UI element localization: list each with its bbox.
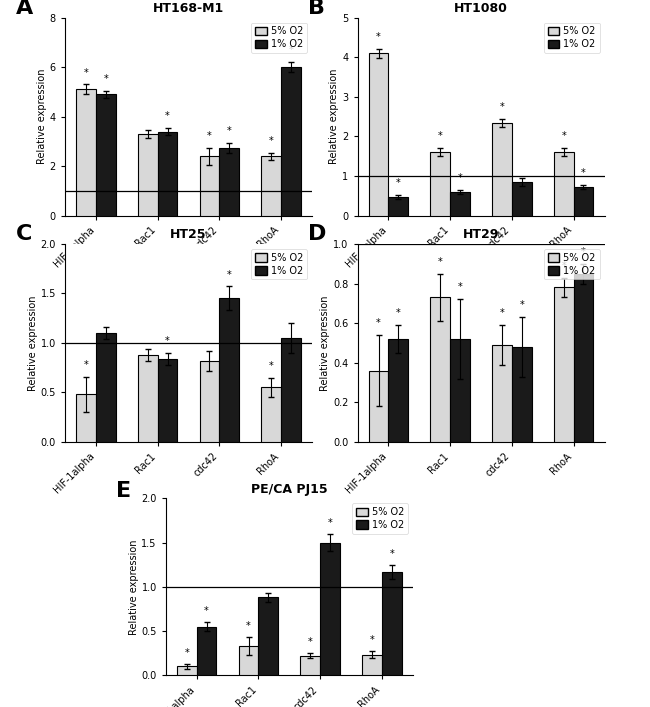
Bar [200,361,219,442]
Text: *: * [396,308,400,318]
Legend: 5% O2, 1% O2: 5% O2, 1% O2 [544,249,600,279]
Bar [138,134,158,216]
Bar [259,597,278,675]
Bar [430,152,450,216]
Bar [261,387,281,442]
Bar [281,67,301,216]
Text: *: * [562,261,566,271]
Text: *: * [269,136,274,146]
Y-axis label: Relative expression: Relative expression [129,539,138,635]
Text: *: * [438,132,443,141]
Legend: 5% O2, 1% O2: 5% O2, 1% O2 [352,503,408,534]
Bar [76,395,96,442]
Legend: 5% O2, 1% O2: 5% O2, 1% O2 [252,23,307,53]
Text: *: * [84,68,88,78]
Text: *: * [84,360,88,370]
Text: *: * [519,300,524,310]
Text: *: * [581,168,586,178]
Text: *: * [396,177,400,188]
Legend: 5% O2, 1% O2: 5% O2, 1% O2 [544,23,600,53]
Text: *: * [103,74,108,83]
Bar [281,338,301,442]
Text: *: * [389,549,394,559]
Bar [430,298,450,442]
Bar [554,288,573,442]
Title: HT168-M1: HT168-M1 [153,2,224,15]
Title: HT1080: HT1080 [454,2,508,15]
Bar [512,347,532,442]
Bar [382,572,402,675]
Text: *: * [328,518,332,527]
Text: *: * [185,648,189,658]
Text: C: C [16,224,32,244]
Bar [177,666,197,675]
Text: D: D [308,224,326,244]
Text: *: * [227,126,231,136]
Text: *: * [500,308,504,318]
Bar [76,90,96,216]
Text: *: * [458,173,462,183]
Bar [261,156,281,216]
Bar [573,187,593,216]
Text: *: * [165,336,170,346]
Text: *: * [165,111,170,121]
Bar [219,298,239,442]
Bar [450,192,470,216]
Text: *: * [289,45,293,55]
Text: *: * [376,32,381,42]
Bar [320,543,340,675]
Bar [96,94,116,216]
Text: A: A [16,0,33,18]
Bar [554,152,573,216]
Y-axis label: Relative expression: Relative expression [28,295,38,391]
Bar [96,333,116,442]
Bar [158,358,177,442]
Text: *: * [581,247,586,257]
Bar [450,339,470,442]
Y-axis label: Relative expression: Relative expression [320,295,330,391]
Title: PE/CA PJ15: PE/CA PJ15 [251,483,328,496]
Text: B: B [308,0,325,18]
Text: E: E [116,481,131,501]
Bar [300,656,320,675]
Text: *: * [269,361,274,370]
Bar [362,655,382,675]
Text: *: * [500,102,504,112]
Title: HT25: HT25 [170,228,207,241]
Text: *: * [458,282,462,293]
Bar [138,355,158,442]
Bar [389,197,408,216]
Bar [512,182,532,216]
Y-axis label: Relative expression: Relative expression [37,69,47,165]
Y-axis label: Relative expression: Relative expression [330,69,339,165]
Text: *: * [227,269,231,279]
Bar [389,339,408,442]
Text: *: * [376,318,381,328]
Bar [239,646,259,675]
Text: *: * [204,606,209,616]
Text: *: * [562,132,566,141]
Bar [492,345,512,442]
Bar [573,274,593,442]
Bar [369,370,389,442]
Bar [158,132,177,216]
Text: *: * [207,131,212,141]
Text: *: * [438,257,443,267]
Bar [197,626,216,675]
Bar [200,156,219,216]
Bar [219,148,239,216]
Text: *: * [246,621,251,631]
Bar [369,53,389,216]
Bar [492,122,512,216]
Text: *: * [308,637,313,647]
Title: HT29: HT29 [463,228,499,241]
Legend: 5% O2, 1% O2: 5% O2, 1% O2 [252,249,307,279]
Text: *: * [370,635,374,645]
